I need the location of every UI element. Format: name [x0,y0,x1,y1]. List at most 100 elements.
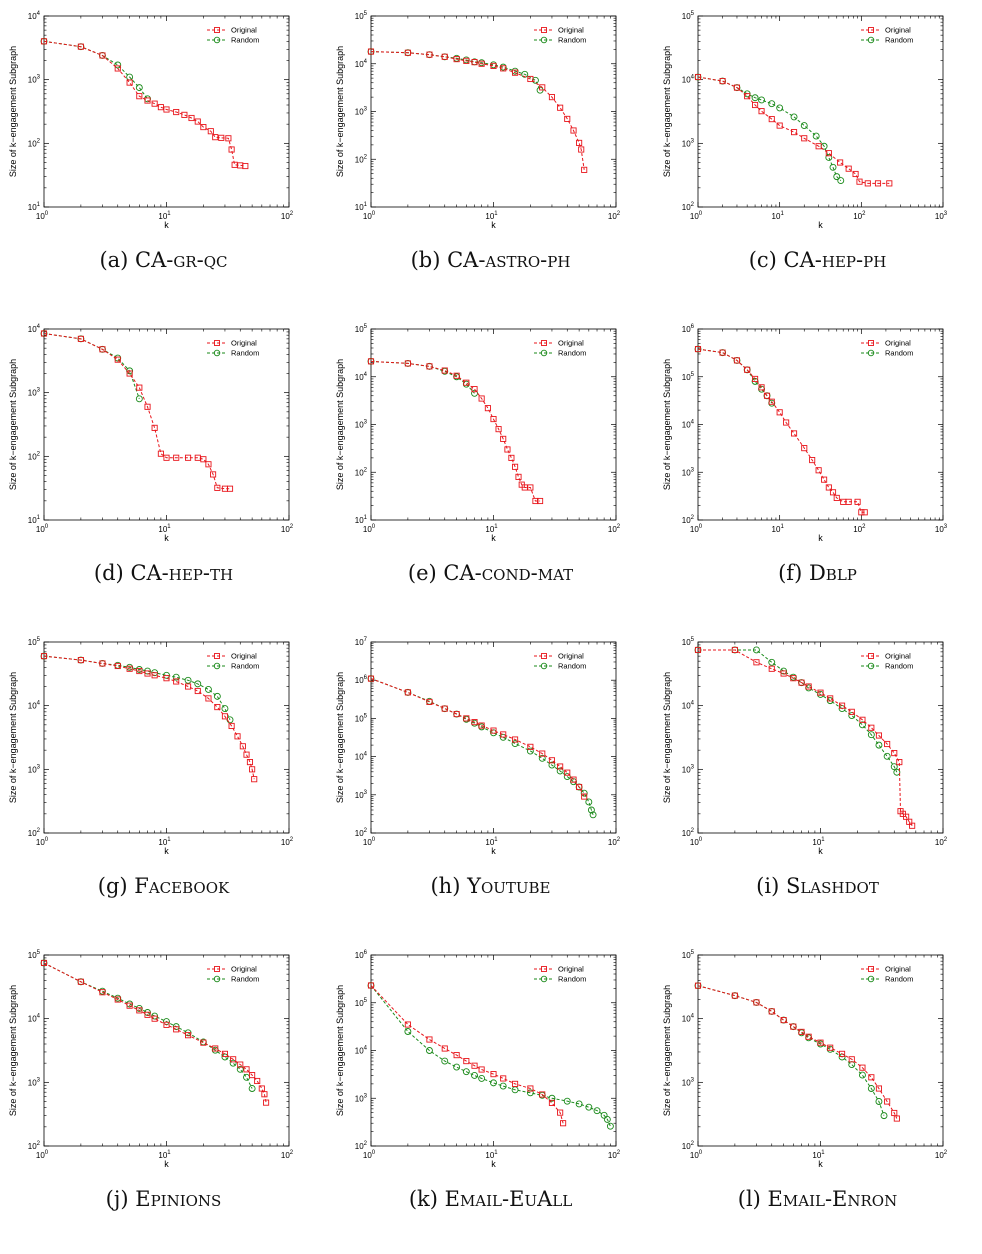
point-random [880,1112,888,1120]
chart-svg: 100 101 102 102 103 104 105 106 k Size of k−engag… [335,950,621,1169]
point-original [833,494,840,501]
point-original [694,646,702,654]
x-axis-label: k [164,220,169,230]
point-original [404,1021,411,1028]
x-tick-label: 100 [36,211,49,221]
y-tick-label: 105 [682,11,695,21]
chart-caption: (b) CA-astro-ph [327,248,654,272]
legend-original-label: Original [558,652,584,661]
point-original [157,450,164,457]
chart-caption: (h) Youtube [327,874,654,898]
point-original [404,360,411,367]
point-original [136,667,143,675]
y-tick-label: 105 [28,950,41,960]
series-original-line [370,678,585,797]
point-original [114,356,121,363]
y-tick-label: 105 [682,372,695,382]
y-tick-label: 107 [355,637,368,647]
point-original [527,75,534,83]
point-original [114,662,121,670]
point-original [242,162,249,170]
point-original [576,139,583,146]
legend-original-label: Original [231,339,257,348]
point-original [731,992,738,999]
point-original [845,165,852,172]
point-original [263,1099,270,1106]
point-original [557,1109,564,1116]
point-original [173,678,180,685]
legend-original-marker [214,653,220,659]
point-original [234,733,241,740]
point-original [490,62,497,69]
caption-dataset-name: Email-EuAll [444,1187,573,1211]
legend-original-marker [214,966,220,972]
point-original [478,1066,485,1073]
x-tick-label: 102 [608,524,621,534]
point-original [527,743,534,750]
point-original [173,454,180,461]
point-original [694,73,702,81]
point-original [790,129,798,136]
point-original [758,108,765,115]
point-random [867,1085,875,1092]
point-original [763,392,771,399]
series-random-line [370,985,611,1127]
legend-random-label: Random [558,349,586,358]
legend-random-marker [213,662,221,670]
y-tick-label: 104 [28,1014,41,1024]
point-random [848,712,856,719]
point-original [859,716,866,723]
series-random-line [43,40,148,100]
caption-label: (b) [410,248,448,272]
chart-svg: 100 101 102 103 102 103 104 105 k Size of k−engag… [662,11,948,230]
point-original [151,100,158,107]
x-tick-label: 102 [608,211,621,221]
point-original [367,48,375,55]
caption-label: (f) [778,561,809,585]
y-axis-label: Size of k−engagement Subgraph [662,359,672,490]
legend-random-marker [540,975,548,983]
point-random [848,1061,856,1069]
point-original [798,679,805,686]
point-random [521,70,529,78]
point-original [733,84,741,91]
legend-random-marker [867,36,875,44]
point-original [367,982,375,989]
point-original [258,1085,265,1092]
point-original [441,53,448,60]
point-random [768,399,776,407]
chart-panel: 100 101 102 102 103 104 105 106 k Size of k−engag… [327,939,654,1252]
x-tick-label: 101 [158,1150,171,1160]
legend-original-label: Original [558,26,584,35]
chart-svg: 100 101 102 102 103 104 105 k Size of k−engageme… [8,950,294,1169]
y-tick-label: 104 [355,1046,368,1056]
y-tick-label: 104 [682,75,695,85]
point-original [126,665,133,672]
point-random [825,154,833,161]
point-original [404,689,411,696]
caption-dataset-name: Email-Enron [767,1187,898,1211]
point-original [903,813,910,820]
y-tick-label: 104 [28,324,41,334]
point-original [896,759,903,766]
point-original [752,101,759,109]
point-original [768,398,775,405]
point-original [243,1066,250,1073]
caption-dataset-name: Youtube [467,874,551,898]
y-tick-label: 103 [355,790,368,800]
x-tick-label: 100 [36,524,49,534]
point-original [205,461,212,468]
x-tick-label: 102 [608,837,621,847]
x-tick-label: 101 [485,211,498,221]
point-random [812,132,820,140]
x-tick-label: 100 [363,211,376,221]
point-original [99,346,106,353]
point-original [719,78,726,85]
point-original [426,698,433,705]
chart-caption: (a) CA-gr-qc [0,248,327,272]
series-original-line [43,655,255,780]
point-random [829,163,837,171]
